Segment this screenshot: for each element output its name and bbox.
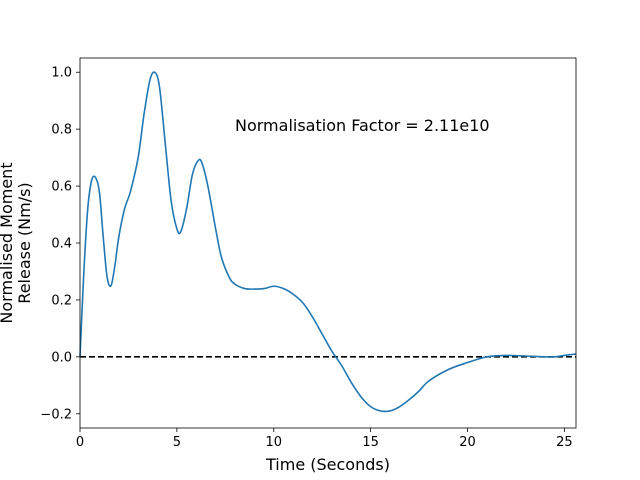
x-tick-label: 20 <box>459 435 476 450</box>
plot-frame <box>79 57 577 429</box>
x-tick-label: 25 <box>556 435 573 450</box>
y-tick-label: 0.8 <box>51 123 72 138</box>
series-line <box>79 71 577 413</box>
y-tick-label: 0.0 <box>51 350 72 365</box>
x-tick-label: 15 <box>362 435 379 450</box>
y-tick-label: 0.6 <box>51 180 72 195</box>
normalisation-annotation: Normalisation Factor = 2.11e10 <box>235 116 490 135</box>
x-tick-label: 0 <box>76 435 84 450</box>
y-tick-label: −0.2 <box>40 407 72 422</box>
y-axis-label-line-1: Normalised Moment <box>0 162 16 323</box>
x-tick-label: 10 <box>265 435 282 450</box>
y-tick-label: 0.4 <box>51 237 72 252</box>
y-tick-label: 0.2 <box>51 293 72 308</box>
y-axis-label-line-2: Release (Nm/s) <box>15 182 34 303</box>
x-axis-label: Time (Seconds) <box>265 455 390 474</box>
plot-area <box>80 58 576 428</box>
axis-ticks: 0 5 10 15 20 25 −0.2 0.0 0.2 0.4 0.6 0.8 1.0 <box>40 66 572 450</box>
x-tick-label: 5 <box>173 435 181 450</box>
y-tick-label: 1.0 <box>51 66 72 81</box>
